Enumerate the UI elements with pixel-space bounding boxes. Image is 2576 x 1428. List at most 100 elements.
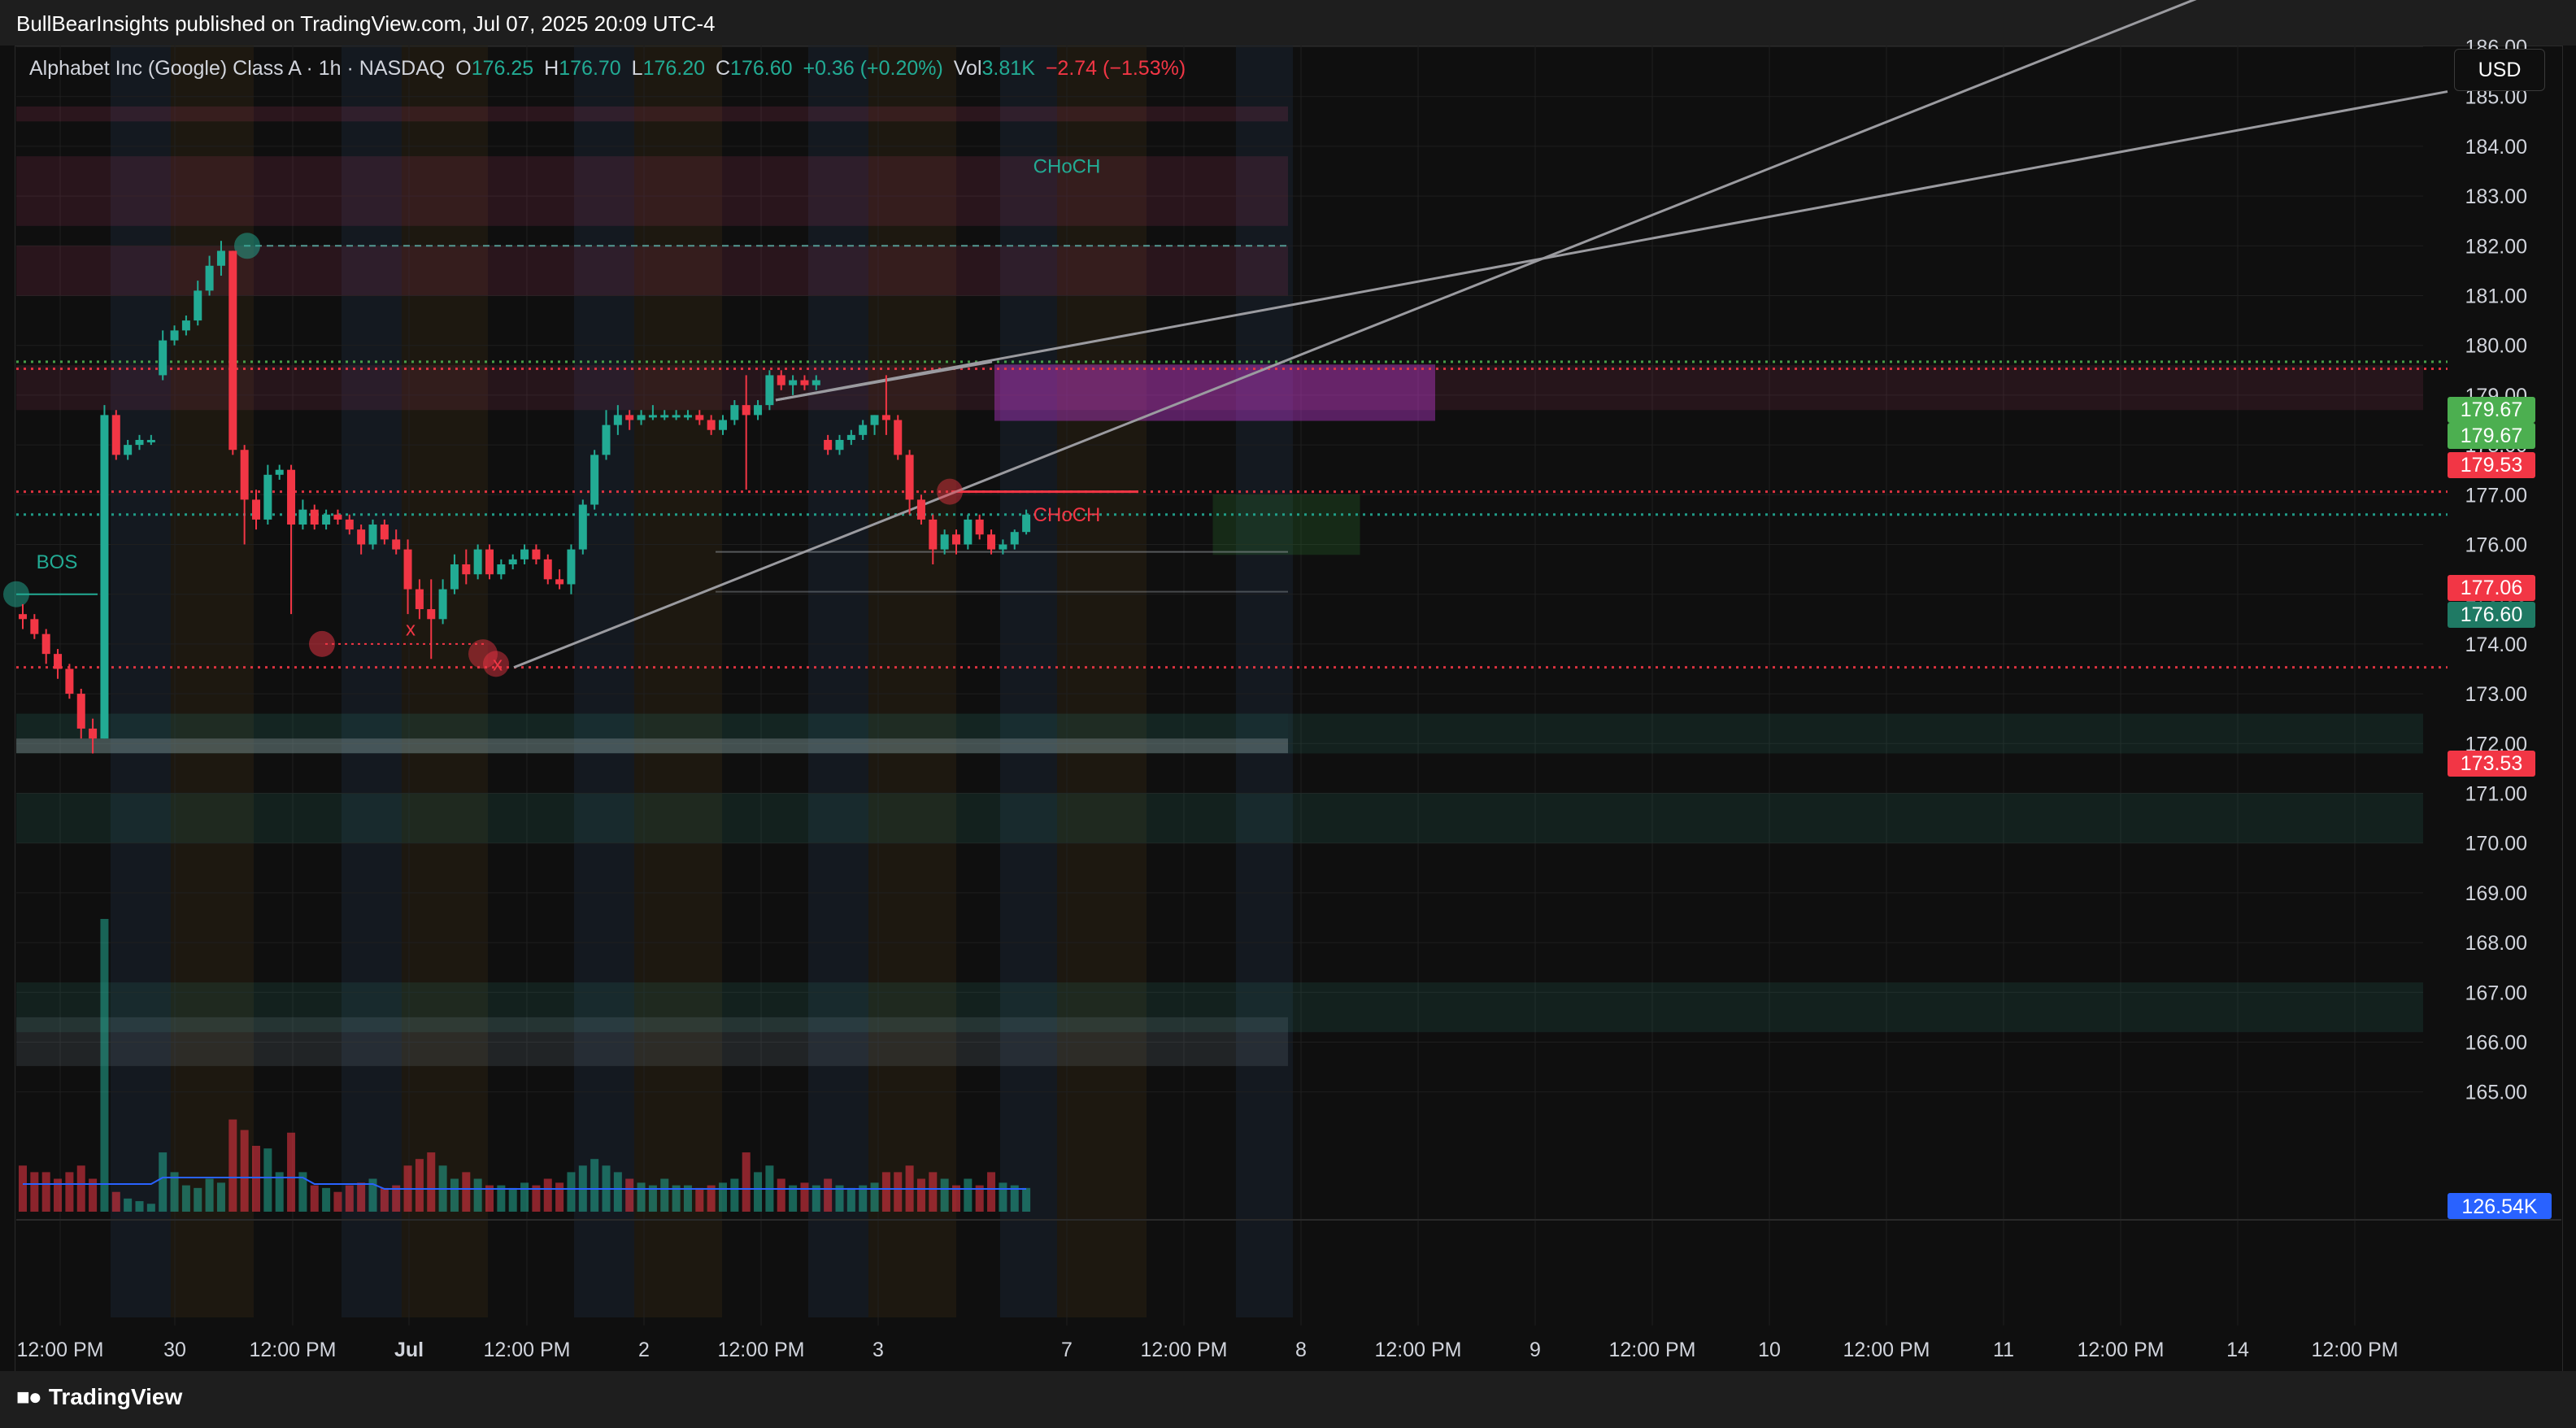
candle-body [590,455,599,505]
x-axis-tick-label: 12:00 PM [1374,1339,1461,1361]
volume-bar [508,1187,517,1212]
volume-bar [835,1185,844,1212]
volume-bar [870,1182,879,1212]
candle-body [462,564,471,575]
session-band [808,46,868,1317]
y-axis-tick-label: 169.00 [2465,882,2527,905]
volume-bar [543,1178,552,1212]
supply-demand-zone [16,156,1288,226]
volume-bar [124,1198,133,1212]
trendline-upper [775,90,2448,402]
candle-body [999,544,1007,550]
x-axis-tick-label: 12:00 PM [2311,1339,2398,1361]
volume-bar [135,1201,144,1212]
candle-body [135,439,144,446]
volume-bar [695,1187,704,1212]
volume-bar [263,1148,272,1212]
volume-bar [881,1172,890,1212]
candle-body [812,380,820,385]
volume-bar [205,1178,214,1212]
price-label-text: 179.53 [2461,454,2522,477]
candle-body [485,549,494,575]
volume-bar [894,1172,903,1212]
candle-body [427,609,436,620]
volume-bar [345,1185,354,1212]
volume-ma-line [23,1177,1027,1190]
candle-body [473,549,482,575]
candle-body [100,415,109,739]
volume-bar [846,1187,855,1212]
close-label: C [715,57,731,80]
candle-body [578,504,587,550]
candle-body [987,534,996,550]
candle-body [497,564,506,575]
x-axis-tick-label: 12:00 PM [1140,1339,1227,1361]
candle-body [613,415,622,425]
volume-bar [485,1185,494,1212]
candle-body [450,564,459,590]
session-band [1000,46,1057,1317]
volume-bar [754,1172,763,1212]
volume-profile-zone [16,1017,1288,1066]
volume-bar [964,1178,973,1212]
volume-bar [1010,1185,1019,1212]
volume-bar [322,1187,331,1212]
y-axis-tick-label: 166.00 [2465,1032,2527,1055]
volume-bar [916,1178,925,1212]
volume-bar [252,1146,260,1212]
order-block-zone [994,364,1435,421]
candle-body [205,265,214,291]
volume-bar [76,1165,85,1212]
close-value: 176.60 [730,57,793,80]
volume-bar [368,1178,377,1212]
volume-bar [660,1178,669,1212]
candle-body [952,534,960,545]
open-value: 176.25 [471,57,534,80]
symbol-legend: Alphabet Inc (Google) Class A · 1h · NAS… [29,57,1190,81]
volume-bar [929,1172,938,1212]
tradingview-logo[interactable]: ■● TradingView [16,1384,182,1410]
volume-bar [89,1178,98,1212]
session-band [171,46,254,1317]
volume-bar [987,1172,996,1212]
supply-demand-zone [16,713,1288,754]
candle-body [159,340,168,376]
x-axis-tick-label: 11 [1993,1339,2014,1361]
price-label-badge [2448,751,2535,777]
candle-body [905,455,914,500]
x-axis-tick-label: 30 [163,1339,186,1361]
volume-label-text: 126.54K [2461,1195,2537,1218]
annotation-label: x [406,619,416,641]
volume-bar [497,1185,506,1212]
swing-high-marker [234,233,260,259]
candle-body [695,415,704,420]
candle-body [683,415,692,418]
swing-low-marker [309,630,335,657]
volume-bar [719,1182,727,1212]
currency-button[interactable]: USD [2454,49,2545,91]
open-label: O [455,57,472,80]
candle-body [357,529,366,545]
y-axis-tick-label: 165.00 [2465,1082,2527,1104]
annotation-label: BOS [37,551,78,573]
candle-body [824,439,833,451]
volume-bar [683,1185,692,1212]
annotation-label: x [493,653,503,675]
published-bar: BullBearInsights published on TradingVie… [0,0,2576,46]
volume-bar [228,1119,237,1212]
volume-bar [567,1172,576,1212]
candle-body [368,525,377,545]
supply-demand-zone [16,106,1288,122]
y-axis-tick-label: 184.00 [2465,136,2527,159]
session-band [111,46,171,1317]
candle-body [940,534,949,550]
candle-body [625,415,634,420]
volume-bar [392,1185,401,1212]
volume-bar [777,1178,785,1212]
supply-demand-zone [16,982,1288,1033]
candle-body [111,415,120,455]
supply-demand-zone [16,365,1288,411]
volume-bar [216,1182,225,1212]
swing-low-marker [468,639,498,669]
